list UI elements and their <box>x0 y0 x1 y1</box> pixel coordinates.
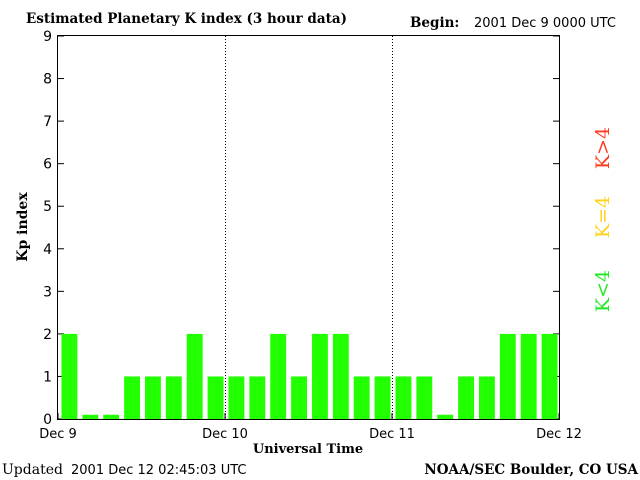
kp-bar <box>332 333 349 419</box>
kp-bar <box>82 414 99 419</box>
x-tick-label: Dec 12 <box>536 427 582 442</box>
y-tick-label: 6 <box>43 157 52 173</box>
bars <box>61 333 558 419</box>
kp-bar <box>374 376 391 419</box>
updated-value: 2001 Dec 12 02:45:03 UTC <box>71 463 246 478</box>
legend-k-eq4: K=4 <box>592 196 614 238</box>
kp-bar <box>520 333 537 419</box>
y-tick-label: 0 <box>43 412 52 428</box>
kp-bar <box>395 376 412 419</box>
begin-label: Begin: <box>410 15 459 31</box>
kp-bar <box>458 376 474 419</box>
kp-bar <box>541 333 558 419</box>
plot-frame <box>57 35 560 420</box>
legend-k-gt4: K>4 <box>592 127 614 169</box>
data-source: NOAA/SEC Boulder, CO USA <box>424 462 638 478</box>
kp-bar <box>479 376 495 419</box>
kp-bar <box>437 414 454 419</box>
kp-bar <box>270 333 287 419</box>
kp-bar <box>312 333 328 419</box>
y-tick-label: 4 <box>43 242 52 258</box>
x-axis-label: Universal Time <box>253 442 363 457</box>
kp-bar <box>207 376 224 419</box>
kp-bar <box>165 376 182 419</box>
y-tick-label: 3 <box>43 284 52 300</box>
x-tick-label: Dec 10 <box>202 427 248 442</box>
x-axis: Dec 9 Dec 10 Dec 11 Dec 12 <box>39 413 582 442</box>
y-tick-label: 9 <box>43 29 52 45</box>
kp-bar <box>228 376 245 419</box>
kp-bar <box>186 333 203 419</box>
x-tick-label: Dec 11 <box>369 427 415 442</box>
legend-k-lt4: K<4 <box>592 270 614 312</box>
begin-value: 2001 Dec 9 0000 UTC <box>474 16 616 31</box>
y-axis-label: Kp index <box>15 192 31 262</box>
kp-bar <box>291 376 307 419</box>
kp-bar <box>499 333 516 419</box>
y-tick-label: 5 <box>43 199 52 215</box>
kp-bar <box>249 376 266 419</box>
kp-bar <box>103 414 120 419</box>
kp-bar <box>416 376 433 419</box>
chart-title: Estimated Planetary K index (3 hour data… <box>26 11 347 27</box>
y-tick-label: 8 <box>43 72 52 88</box>
kp-bar <box>124 376 140 419</box>
y-tick-label: 7 <box>43 114 52 130</box>
kp-bar <box>61 333 78 419</box>
kp-bar <box>353 376 370 419</box>
day-dividers <box>225 36 393 419</box>
y-tick-label: 1 <box>43 369 52 385</box>
x-tick-label: Dec 9 <box>39 427 77 442</box>
kp-bar <box>145 376 161 419</box>
y-axis: 0 1 2 3 4 5 6 7 8 9 <box>43 29 559 428</box>
y-tick-label: 2 <box>43 327 52 343</box>
updated-label: Updated <box>2 462 63 478</box>
